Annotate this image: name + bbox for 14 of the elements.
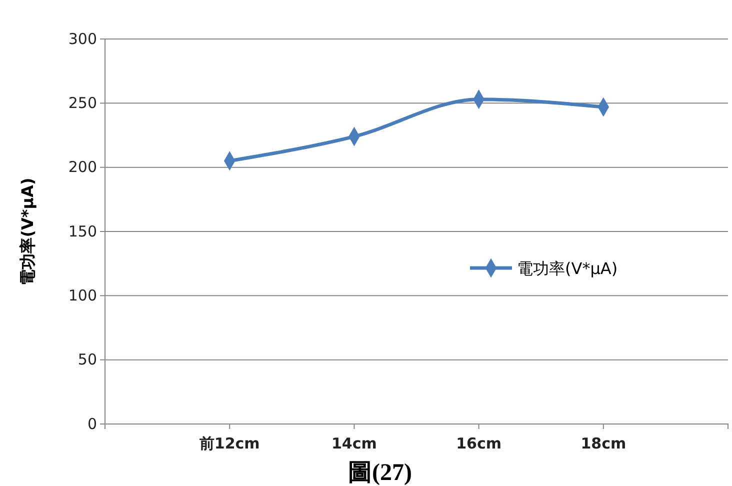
legend-label: 電功率(V*µA)	[517, 259, 618, 278]
y-tick-label: 100	[68, 286, 97, 304]
text: 圖(27)	[348, 460, 412, 486]
x-tick-label: 16cm	[456, 434, 502, 452]
x-tick-label: 18cm	[580, 434, 626, 452]
y-tick-label: 250	[68, 94, 97, 112]
x-tick-label: 前12cm	[198, 434, 260, 452]
y-tick-label: 0	[87, 414, 97, 433]
y-tick-label: 150	[68, 222, 97, 240]
y-tick-label: 300	[68, 30, 97, 48]
y-tick-label: 50	[78, 350, 97, 369]
x-tick-label: 14cm	[331, 434, 377, 452]
y-axis-title: 電功率(V*µA)	[18, 178, 37, 286]
y-tick-label: 200	[68, 158, 97, 176]
